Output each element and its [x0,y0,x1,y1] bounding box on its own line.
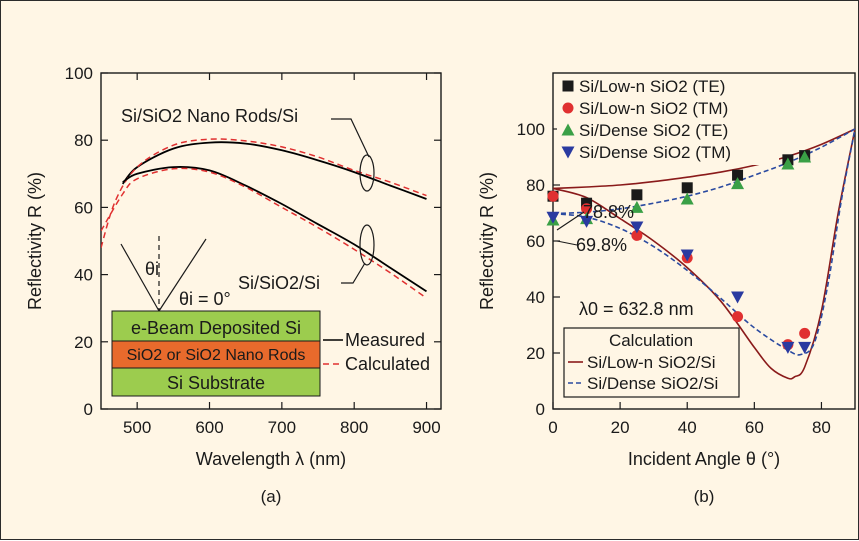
ytick-label-a: 40 [74,266,93,285]
ytick-label-b: 80 [526,176,545,195]
ytick-label-b: 60 [526,232,545,251]
ytick-label-b: 20 [526,344,545,363]
r-low-label: 78.8% [583,202,634,222]
layer-bottom-label: Si Substrate [167,373,265,393]
ytick-label-a: 0 [84,400,93,419]
legend-marker-triangle-up [561,123,575,136]
layer-inset: e-Beam Deposited Si SiO2 or SiO2 Nano Ro… [111,236,321,397]
data-point-triangle-down [731,291,745,304]
data-point-triangle-down [798,341,812,354]
measured-curve [121,141,427,200]
legend-label-b: Si/Dense SiO2 (TM) [579,143,731,162]
legend-b: Si/Low-n SiO2 (TE) Si/Low-n SiO2 (TM) Si/D… [561,77,731,162]
data-point-triangle-up [731,177,745,190]
layer-si-substrate [111,367,321,397]
curves-a [101,138,427,299]
xlabel-b: Incident Angle θ (°) [628,449,780,469]
ylabel-b: Reflectivity R (%) [477,172,497,310]
panel-label-a: (a) [261,487,282,506]
nano-rods-ellipse [359,154,375,192]
data-point-square [581,197,593,209]
calc-legend-title: Calculation [609,331,693,350]
data-point-triangle-down [546,211,560,224]
legend-marker-square [562,80,574,92]
lambda-label: λ0 = 632.8 nm [579,299,694,319]
sio2-si-label: Si/SiO2/Si [238,273,320,293]
calculated-curve [101,138,427,248]
ticks-a: 500 600 700 800 900 0 20 40 60 80 100 [65,64,441,437]
calc-legend-low-label: Si/Low-n SiO2/Si [587,353,716,372]
data-point-triangle-up [798,150,812,163]
data-point-square [631,189,643,201]
ticks-b: 0 20 40 60 80 0 20 40 60 80 100 [517,120,831,437]
reflected-ray-right [158,238,207,312]
plot-frame-a [100,72,442,410]
legend-box-b [557,77,779,165]
ytick-label-b: 100 [517,120,545,139]
incident-ray-left [120,243,160,312]
ytick-label-a: 80 [74,131,93,150]
xtick-label-b: 20 [611,418,630,437]
data-point-square [681,182,693,194]
xtick-label-a: 500 [123,418,151,437]
ytick-label-b: 40 [526,288,545,307]
legend-marker-circle [562,102,574,114]
theta-eq-label: θi = 0° [179,289,231,309]
data-point-triangle-down [680,249,694,262]
xtick-label-a: 600 [195,418,223,437]
calc-low-n-curve [553,128,855,380]
layer-mid-label: SiO2 or SiO2 Nano Rods [127,347,306,364]
legend-measured-label: Measured [345,330,425,350]
nano-rods-label: Si/SiO2 Nano Rods/Si [121,106,298,126]
measured-curve [122,166,427,293]
ytick-label-b: 0 [536,400,545,419]
data-point-triangle-down [781,341,795,354]
panel-label-b: (b) [694,487,715,506]
xtick-label-b: 0 [548,418,557,437]
data-point-triangle-down [630,221,644,234]
data-point-circle [547,190,559,202]
r-dense-leader [556,240,578,246]
legend-calculated-label: Calculated [345,354,430,374]
calc-legend-dense-label: Si/Dense SiO2/Si [587,374,718,393]
data-point-circle [732,311,744,323]
legend-label-b: Si/Low-n SiO2 (TE) [579,77,725,96]
data-point-triangle-down [580,215,594,228]
calculated-curve [101,167,427,299]
data-point-triangle-up [630,200,644,213]
xtick-label-b: 40 [678,418,697,437]
r-dense-label: 69.8% [576,235,627,255]
legend-marker-triangle-down [561,146,575,159]
data-point-triangle-up [781,157,795,170]
legend-label-b: Si/Low-n SiO2 (TM) [579,99,728,118]
data-point-square [732,169,744,181]
markers-b [546,150,812,354]
ylabel-a: Reflectivity R (%) [25,172,45,310]
ytick-label-a: 100 [65,64,93,83]
xtick-label-a: 700 [268,418,296,437]
legend-label-b: Si/Dense SiO2 (TE) [579,121,728,140]
layer-sio2 [111,340,321,369]
ytick-label-a: 20 [74,333,93,352]
xtick-label-a: 800 [340,418,368,437]
layer-si-top [111,310,321,342]
data-point-triangle-up [680,192,694,205]
ytick-label-a: 60 [74,198,93,217]
xtick-label-b: 60 [745,418,764,437]
sio2-si-ellipse [359,224,375,266]
sio2-si-leader [341,262,366,284]
xlabel-a: Wavelength λ (nm) [196,449,346,469]
xtick-label-b: 80 [812,418,831,437]
layer-top-label: e-Beam Deposited Si [131,318,301,338]
r-low-leader [556,211,585,231]
xtick-label-a: 900 [412,418,440,437]
data-point-circle [631,229,643,241]
nano-rods-leader [331,118,370,158]
data-point-circle [799,327,811,339]
data-point-circle [581,203,593,215]
theta-i-label: θi [145,259,159,279]
calc-legend-box [563,327,740,398]
